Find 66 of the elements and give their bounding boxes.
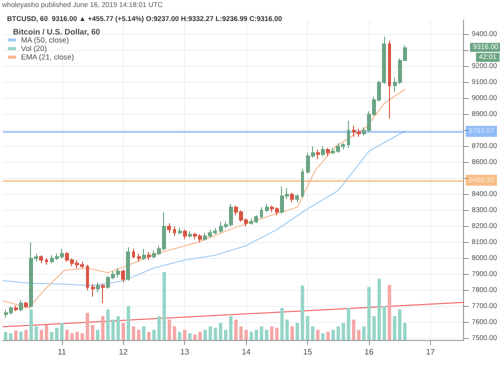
bar — [106, 309, 110, 340]
candlestick — [19, 300, 23, 312]
candlestick — [39, 254, 43, 264]
bar — [126, 306, 130, 340]
candlestick — [167, 222, 171, 234]
candlestick — [183, 229, 187, 240]
bar — [168, 320, 172, 340]
candlestick — [24, 301, 28, 308]
bar — [296, 323, 300, 340]
candlestick — [173, 226, 176, 236]
bar — [316, 330, 320, 340]
bar — [198, 332, 202, 340]
candlestick — [295, 194, 299, 203]
bar — [290, 326, 294, 340]
candlestick — [45, 258, 48, 266]
bar — [19, 332, 23, 340]
bar — [183, 330, 186, 340]
candlestick — [91, 284, 95, 298]
bar — [264, 330, 268, 340]
bar — [142, 326, 146, 340]
candlestick — [96, 282, 100, 292]
x-tick-label: 17 — [426, 348, 436, 356]
bar — [40, 330, 44, 340]
bar — [14, 330, 18, 340]
bar — [147, 332, 151, 340]
bar — [101, 316, 105, 340]
candlestick — [260, 206, 263, 219]
candlestick — [147, 252, 151, 260]
candlestick — [142, 248, 146, 260]
candlestick — [347, 120, 350, 148]
bar — [122, 323, 125, 340]
candlestick — [188, 230, 192, 238]
candlestick — [290, 192, 294, 203]
candlestick — [301, 168, 304, 198]
bar — [178, 332, 182, 340]
candlestick — [316, 149, 320, 160]
x-tick-label: 12 — [118, 348, 128, 356]
candlestick — [326, 148, 330, 156]
bar — [136, 330, 140, 340]
bar — [234, 320, 238, 340]
candlestick — [86, 264, 89, 291]
bar — [244, 330, 248, 340]
bar — [90, 325, 94, 340]
x-tick-label: 16 — [364, 348, 374, 356]
bar — [362, 326, 366, 340]
candlestick — [126, 246, 130, 282]
candlestick — [321, 146, 325, 156]
x-tick-label: 11 — [58, 348, 67, 356]
x-tick-label: 13 — [180, 348, 190, 356]
candlestick — [178, 228, 182, 235]
bar — [321, 333, 325, 340]
candlestick — [121, 269, 125, 283]
x-tick-label: 15 — [303, 348, 313, 356]
candlestick — [101, 284, 105, 304]
candlestick — [132, 248, 135, 259]
line-series — [2, 88, 406, 308]
candlestick — [388, 40, 391, 119]
line-series — [2, 130, 406, 286]
bar — [285, 320, 289, 340]
bar — [96, 330, 100, 340]
x-tick-label: 14 — [242, 348, 252, 356]
candlestick — [265, 204, 269, 212]
text: Bitcoin / U.S. Dollar, 60 — [13, 28, 101, 36]
candlestick — [14, 305, 18, 312]
bar — [188, 333, 192, 340]
candlestick — [137, 253, 141, 262]
